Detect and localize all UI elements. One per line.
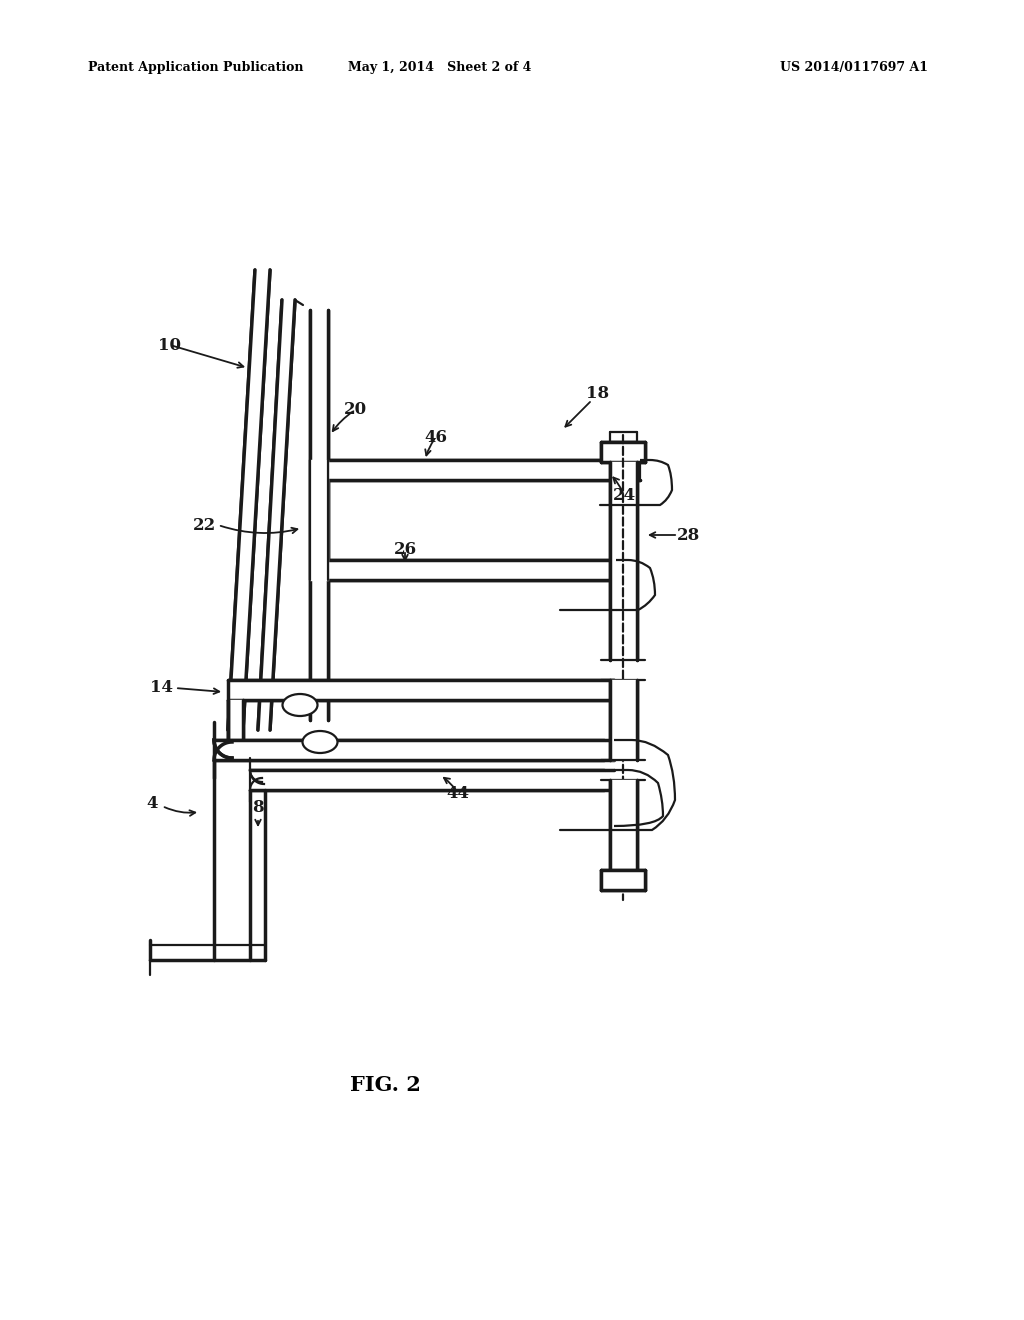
Ellipse shape	[302, 731, 338, 752]
Text: 44: 44	[446, 784, 469, 801]
Polygon shape	[610, 780, 637, 870]
Polygon shape	[228, 700, 243, 741]
Polygon shape	[610, 462, 637, 660]
Text: 4: 4	[146, 796, 158, 813]
Polygon shape	[601, 442, 645, 462]
Polygon shape	[601, 870, 645, 890]
Polygon shape	[310, 459, 328, 579]
Polygon shape	[310, 310, 328, 719]
Ellipse shape	[283, 694, 317, 715]
Polygon shape	[328, 560, 616, 579]
Text: Patent Application Publication: Patent Application Publication	[88, 62, 303, 74]
Text: 26: 26	[393, 541, 417, 558]
Polygon shape	[214, 741, 604, 760]
Polygon shape	[250, 770, 604, 789]
Text: 20: 20	[343, 401, 367, 418]
Text: 24: 24	[612, 487, 636, 503]
Text: 28: 28	[677, 527, 699, 544]
Text: 14: 14	[151, 680, 173, 697]
Text: 10: 10	[159, 337, 181, 354]
Text: 22: 22	[194, 516, 217, 533]
Text: FIG. 2: FIG. 2	[349, 1074, 421, 1096]
Text: 8: 8	[252, 800, 264, 817]
Text: 18: 18	[587, 384, 609, 401]
Text: US 2014/0117697 A1: US 2014/0117697 A1	[780, 62, 928, 74]
Polygon shape	[610, 680, 637, 760]
Polygon shape	[328, 459, 640, 480]
Text: 46: 46	[425, 429, 447, 446]
Polygon shape	[228, 271, 270, 730]
Text: May 1, 2014   Sheet 2 of 4: May 1, 2014 Sheet 2 of 4	[348, 62, 531, 74]
Polygon shape	[258, 300, 295, 730]
Polygon shape	[228, 680, 614, 700]
